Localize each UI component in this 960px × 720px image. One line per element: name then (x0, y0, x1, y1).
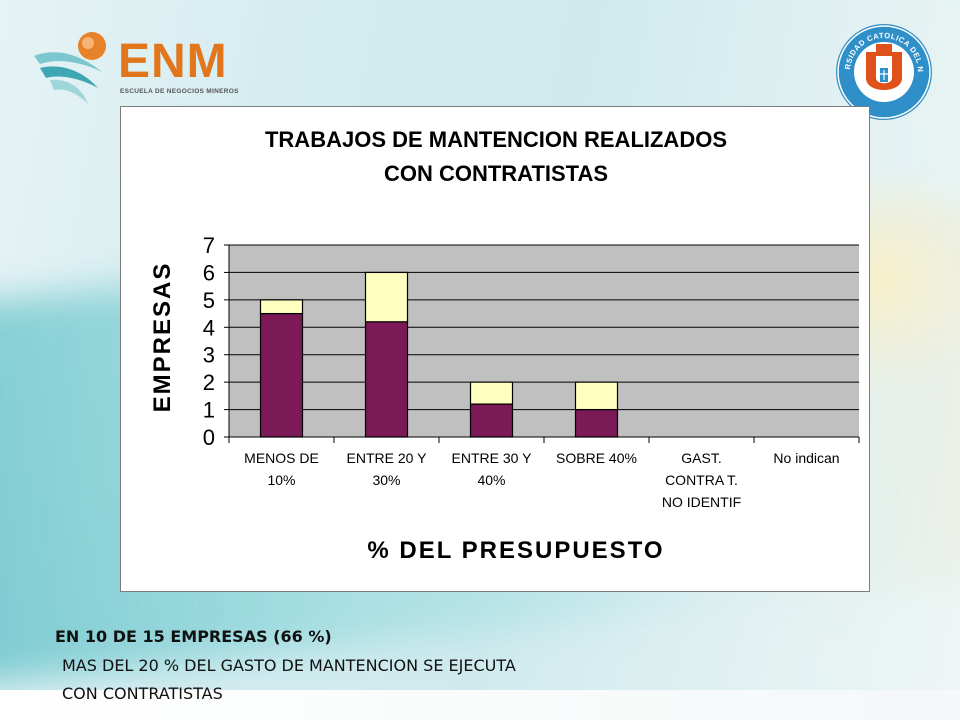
x-tick-label: MENOS DE (244, 450, 319, 466)
caption-line3: CON CONTRATISTAS (62, 684, 223, 703)
enm-swirl-icon (34, 32, 106, 104)
y-tick-label: 6 (203, 260, 215, 285)
x-tick-label: SOBRE 40% (556, 450, 637, 466)
y-tick-label: 4 (203, 315, 215, 340)
ucn-seal-icon: UNIVERSIDAD CATOLICA DEL NORTE CHILE (834, 22, 932, 120)
y-tick-label: 1 (203, 398, 215, 423)
enm-wordmark: ENM (118, 35, 228, 88)
x-tick-label: 10% (267, 472, 295, 488)
bar-upper-segment (469, 381, 514, 405)
seal-country-text: CHILE (873, 94, 895, 103)
caption-line1: EN 10 DE 15 EMPRESAS (66 %) (55, 627, 332, 646)
plot-area (229, 245, 859, 437)
bar-upper-segment (364, 271, 409, 323)
enm-logo: ENM ESCUELA DE NEGOCIOS MINEROS (30, 28, 240, 108)
enm-tagline: ESCUELA DE NEGOCIOS MINEROS (120, 88, 239, 95)
x-tick-label: CONTRA T. (665, 472, 738, 488)
svg-text:CHILE: CHILE (873, 94, 895, 103)
bar-chart: 01 23 45 67 MENOS DE 10% ENTRE 20 Y 30% ENTRE 30… (203, 233, 860, 510)
chart-frame: TRABAJOS DE MANTENCION REALIZADOS CON CO… (120, 106, 870, 592)
x-axis-label: % DEL PRESUPUESTO (367, 537, 665, 564)
x-tick-label: GAST. (681, 450, 721, 466)
bottom-strip (0, 690, 960, 720)
y-tick-label: 7 (203, 233, 215, 258)
y-tick-label: 0 (203, 425, 215, 450)
bar-lower-segment (574, 408, 619, 438)
x-tick-label: ENTRE 30 Y (452, 450, 533, 466)
chart-title-line1: TRABAJOS DE MANTENCION REALIZADOS (264, 127, 727, 152)
x-tick-label: 30% (372, 472, 400, 488)
caption-line2: MAS DEL 20 % DEL GASTO DE MANTENCION SE … (62, 656, 516, 675)
y-tick-label: 5 (203, 288, 215, 313)
y-tick-label: 3 (203, 343, 215, 368)
bar-lower-segment (259, 312, 304, 438)
bar-lower-segment (364, 321, 409, 438)
x-tick-label: No indican (773, 450, 839, 466)
bar-lower-segment (469, 403, 514, 438)
y-tick-label: 2 (203, 370, 215, 395)
x-tick-label: 40% (477, 472, 505, 488)
x-tick-label: ENTRE 20 Y (347, 450, 428, 466)
chart-title-line2: CON CONTRATISTAS (383, 161, 609, 186)
bar-upper-segment (259, 299, 304, 315)
bar-upper-segment (574, 381, 619, 411)
x-tick-label: NO IDENTIF (662, 494, 741, 510)
